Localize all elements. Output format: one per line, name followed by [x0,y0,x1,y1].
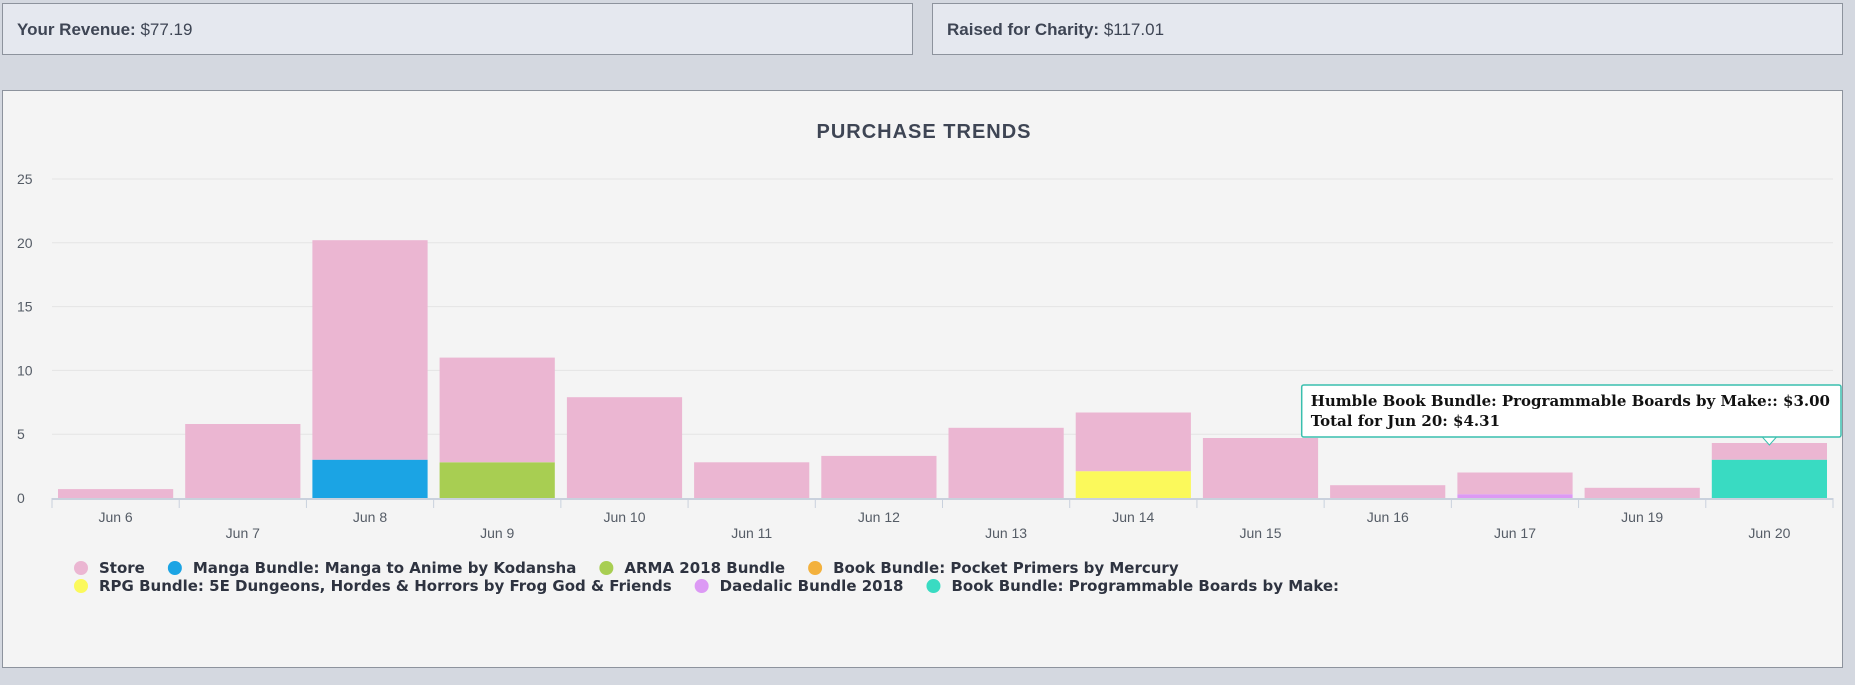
charity-stat: Raised for Charity: $117.01 [932,3,1843,55]
bar-segment-store[interactable] [1584,487,1700,498]
bar-segment-store[interactable] [1330,485,1446,498]
x-tick-label: Jun 11 [731,525,772,541]
legend-label: Book Bundle: Programmable Boards by Make… [951,577,1339,595]
x-tick-label: Jun 6 [98,509,132,525]
bars[interactable] [58,240,1827,498]
legend-item[interactable]: Book Bundle: Pocket Primers by Mercury [808,559,1179,577]
legend-item[interactable]: Manga Bundle: Manga to Anime by Kodansha [167,559,577,577]
legend-marker [926,579,941,593]
legend-item[interactable]: RPG Bundle: 5E Dungeons, Hordes & Horror… [74,577,672,595]
bar-segment-store[interactable] [1202,438,1319,498]
x-tick-label: Jun 19 [1621,509,1663,525]
y-tick-label: 20 [17,235,33,251]
bar-segment-store[interactable] [312,240,428,460]
bar-segment-store[interactable] [1711,443,1827,460]
legend-marker [599,561,614,575]
chart-title: PURCHASE TRENDS [816,121,1031,143]
y-tick-label: 5 [17,426,25,442]
bar-segment-rpg-bundle-5e-dungeons-hordes-horrors-by-frog-god-friends[interactable] [1075,471,1191,498]
bar-segment-store[interactable] [948,427,1064,498]
y-tick-label: 10 [17,362,33,378]
tooltip-box [1300,384,1842,438]
legend-item[interactable]: Book Bundle: Programmable Boards by Make… [926,577,1339,595]
legend-label: ARMA 2018 Bundle [624,559,785,577]
bar-segment-store[interactable] [185,424,301,498]
x-tick-label: Jun 16 [1367,509,1409,525]
x-tick-label: Jun 13 [985,525,1027,541]
x-tick-label: Jun 8 [353,509,387,525]
y-tick-label: 15 [17,299,33,315]
legend-marker [808,561,823,575]
x-tick-label: Jun 15 [1239,525,1281,541]
bar-segment-store[interactable] [566,397,683,498]
bar-segment-store[interactable] [821,455,937,498]
x-axis: Jun 6 Jun 7 Jun 8 Jun 9 Jun 10 Jun 11 Jun 12 Ju… [51,498,1834,541]
x-tick-label: Jun 12 [858,509,900,525]
y-tick-label: 25 [17,171,33,187]
legend-marker [167,561,182,575]
legend-marker [694,579,709,593]
legend[interactable]: Store Manga Bundle: Manga to Anime by Kod… [74,559,1339,595]
revenue-label: Your Revenue: [17,20,136,39]
x-tick-label: Jun 20 [1748,525,1790,541]
x-tick-label: Jun 7 [226,525,260,541]
charity-value: $117.01 [1103,20,1165,39]
x-tick-label: Jun 17 [1494,525,1536,541]
legend-item[interactable]: ARMA 2018 Bundle [599,559,785,577]
x-tick-label: Jun 14 [1112,509,1154,525]
x-tick-label: Jun 10 [603,509,645,525]
legend-marker [74,561,88,575]
legend-label: Store [99,559,145,577]
x-tick-label: Jun 9 [480,525,514,541]
bar-segment-book-bundle-programmable-boards-by-make[interactable] [1711,459,1827,498]
purchase-trends-panel: PURCHASE TRENDS 0 5 10 15 20 25 Jun 6 Jun 7 Jun… [2,90,1843,668]
legend-label: Book Bundle: Pocket Primers by Mercury [833,559,1179,577]
bar-segment-manga-bundle-manga-to-anime-by-kodansha[interactable] [312,459,428,498]
y-axis-ticks: 0 5 10 15 20 25 [17,171,33,506]
bar-segment-store[interactable] [694,462,810,498]
revenue-stat: Your Revenue: $77.19 [2,3,913,55]
tooltip-line-2: Total for Jun 20: $4.31 [1311,412,1500,430]
legend-item[interactable]: Store [74,559,145,577]
revenue-value: $77.19 [140,20,193,39]
legend-marker [74,579,88,593]
bar-segment-daedalic-bundle-2018[interactable] [1457,494,1573,498]
legend-label: Manga Bundle: Manga to Anime by Kodansha [193,559,577,577]
y-tick-label: 0 [17,490,25,506]
legend-label: Daedalic Bundle 2018 [720,577,904,595]
bar-segment-store[interactable] [58,489,174,498]
charity-label: Raised for Charity: [947,20,1100,39]
bar-segment-store[interactable] [1075,412,1191,472]
legend-label: RPG Bundle: 5E Dungeons, Hordes & Horror… [99,577,672,595]
bar-segment-store[interactable] [1457,472,1573,495]
bar-segment-store[interactable] [439,357,555,463]
tooltip-line-1: Humble Book Bundle: Programmable Boards … [1311,392,1830,410]
tooltip: Humble Book Bundle: Programmable Boards … [1300,384,1842,446]
legend-item[interactable]: Daedalic Bundle 2018 [694,577,904,595]
bar-segment-arma-2018-bundle[interactable] [439,462,555,498]
